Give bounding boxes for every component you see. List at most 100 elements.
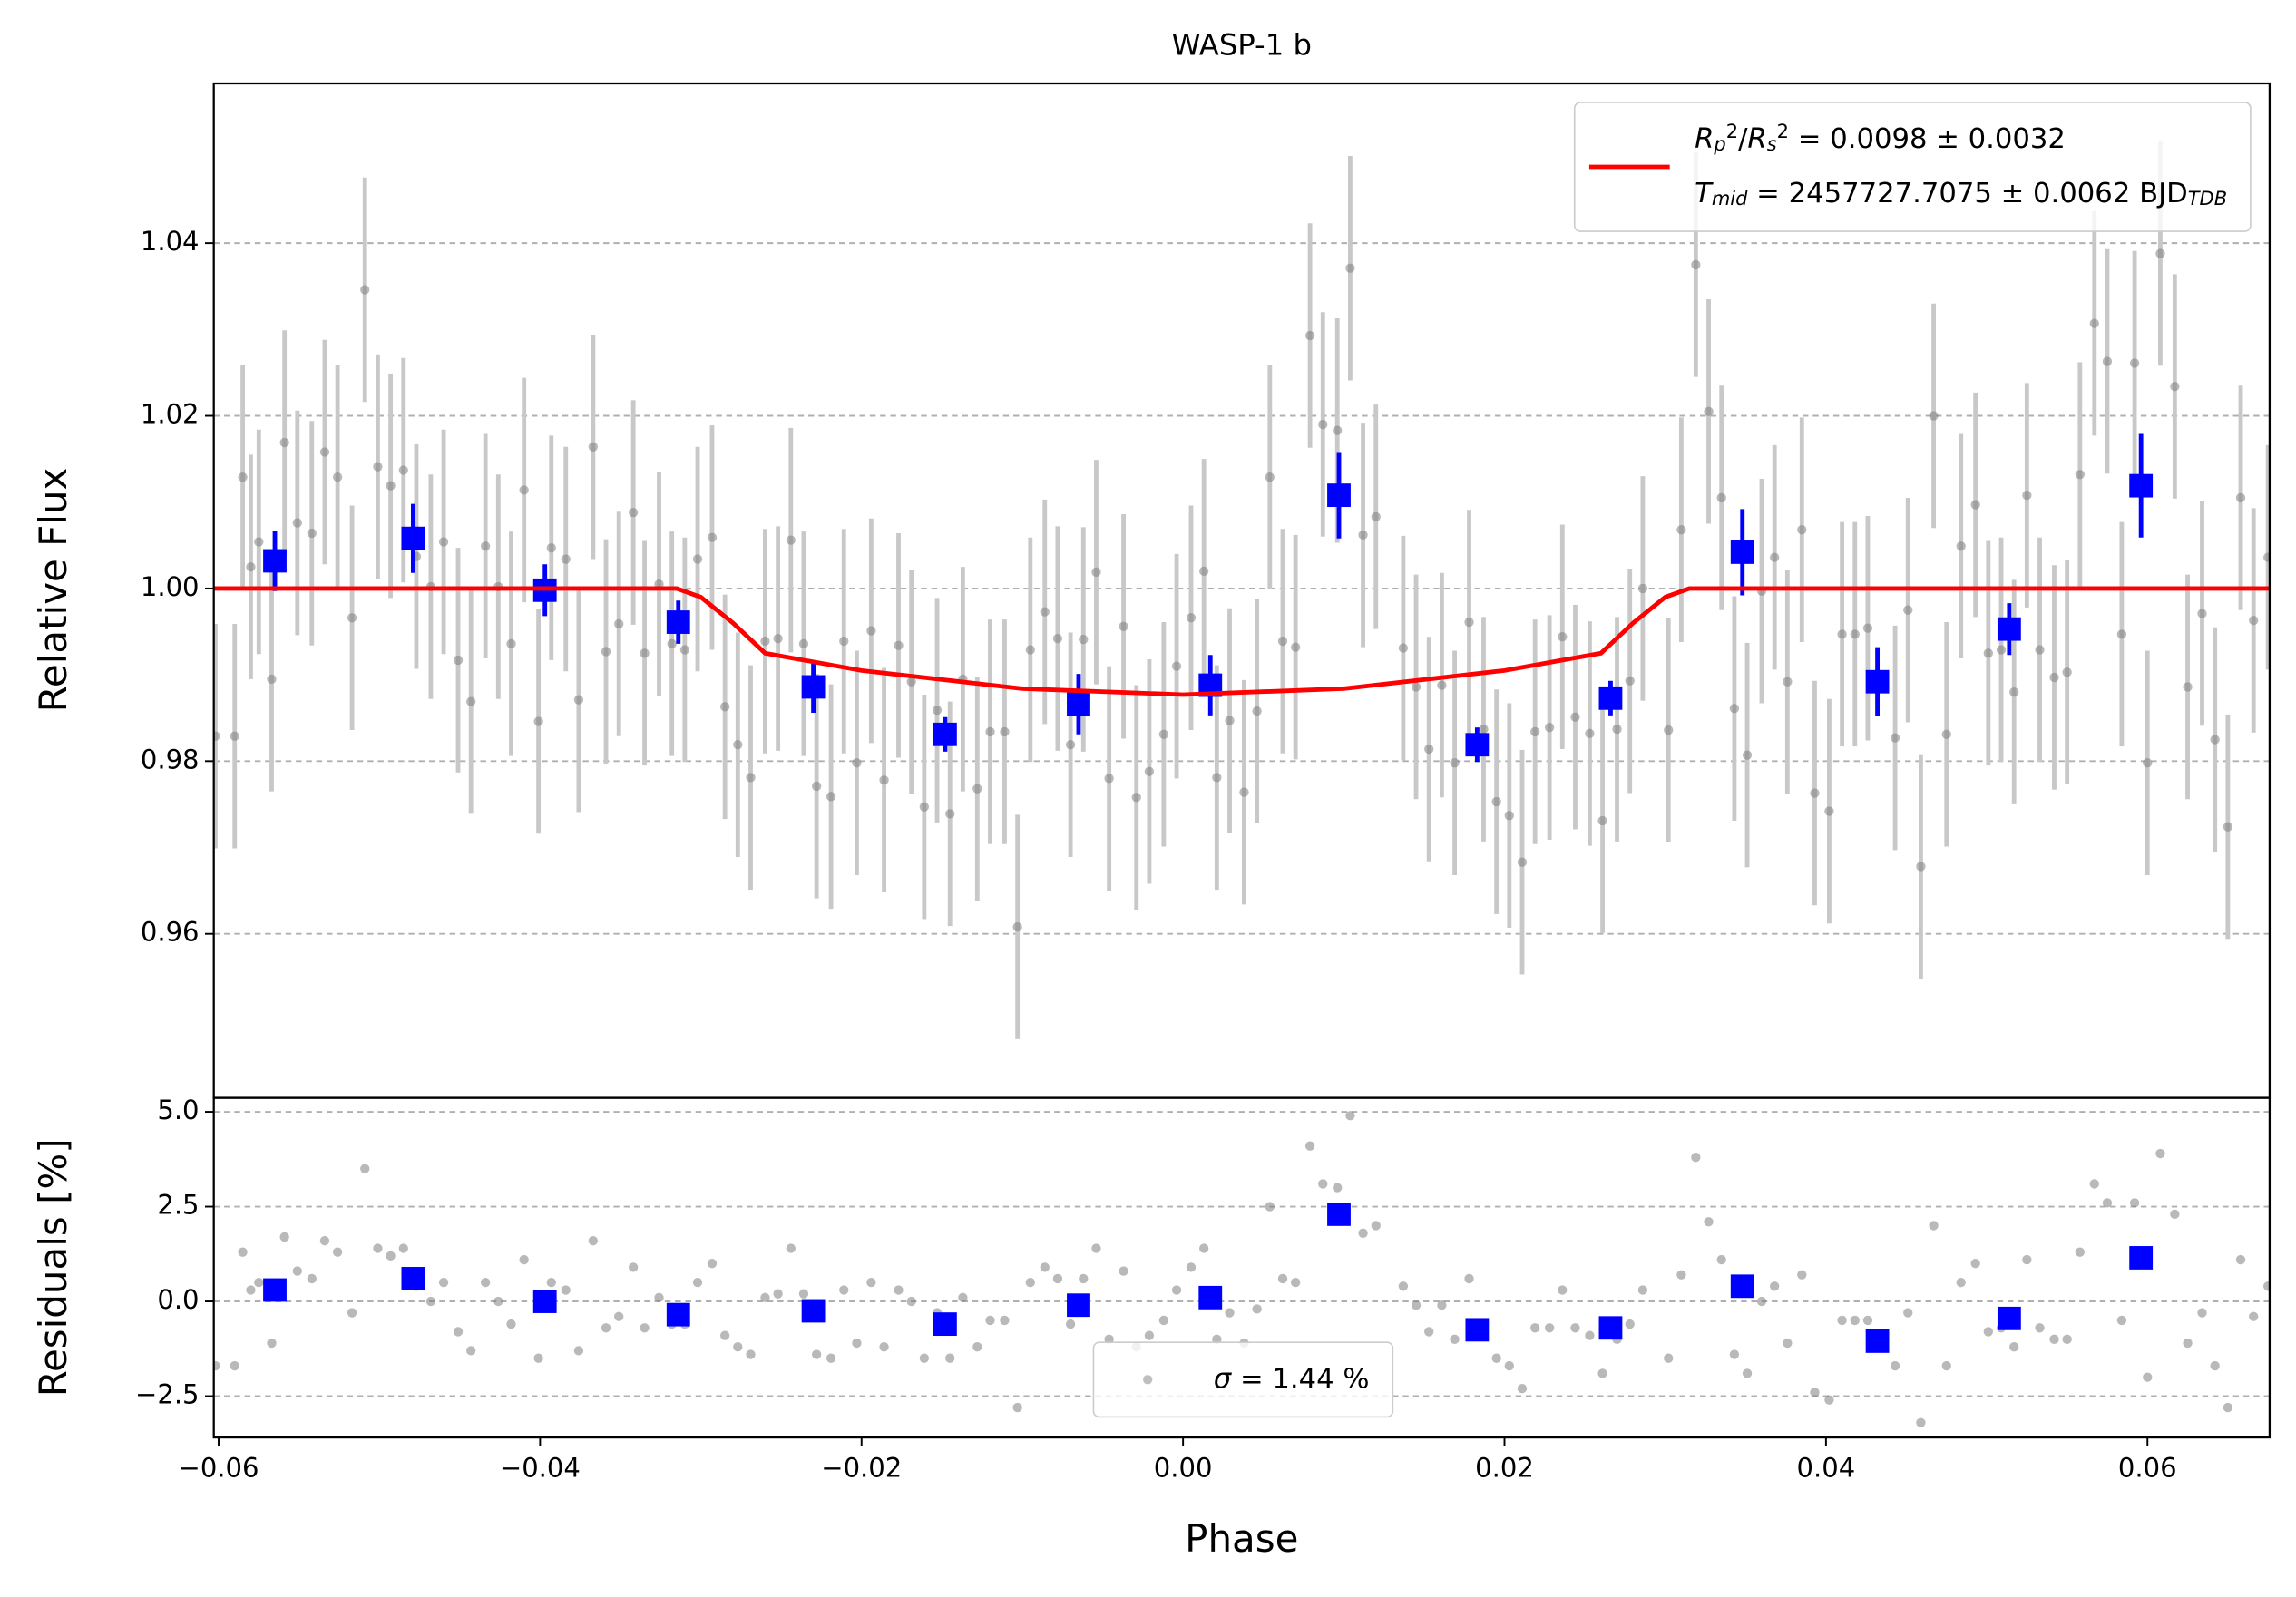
data-point [1716, 1254, 1726, 1265]
data-point [1916, 1417, 1926, 1427]
data-point [398, 465, 408, 475]
data-point [2022, 1254, 2032, 1265]
data-point [386, 481, 396, 491]
data-point [1040, 607, 1050, 617]
y-tick-label: 2.5 [157, 1190, 199, 1221]
data-point [1797, 525, 1807, 535]
binned-point [2129, 1246, 2154, 1270]
data-point [1729, 1349, 1740, 1359]
legend: σ = 1.44 % [1092, 1341, 1394, 1418]
x-tick-label: −0.04 [500, 1453, 581, 1484]
data-point [852, 758, 862, 768]
data-point [628, 1262, 639, 1272]
data-point [1664, 1353, 1674, 1363]
data-point [238, 1247, 248, 1257]
data-point [1691, 259, 1701, 270]
data-point [972, 784, 982, 794]
data-point [1956, 541, 1966, 551]
data-point [2009, 687, 2019, 697]
data-point [1186, 1262, 1197, 1272]
data-point [719, 702, 730, 712]
data-point [386, 1251, 396, 1261]
data-point [1212, 773, 1222, 783]
data-point [1239, 787, 1249, 797]
binned-point [1865, 1329, 1890, 1353]
data-point [546, 543, 556, 553]
data-point [719, 1330, 730, 1340]
data-point [2235, 492, 2246, 503]
data-point [786, 535, 796, 545]
data-point [1983, 1327, 1994, 1337]
chart-title: WASP-1 b [1172, 28, 1312, 63]
data-point [1025, 1277, 1035, 1288]
data-point [1530, 726, 1540, 737]
data-point [2035, 645, 2045, 655]
data-point [1783, 1338, 1793, 1349]
data-point [1318, 1179, 1328, 1189]
data-point [601, 1323, 611, 1333]
data-point [292, 518, 302, 528]
data-point [1612, 724, 1622, 735]
data-point [319, 1235, 330, 1246]
legend-label: σ = 1.44 % [1214, 1363, 1370, 1395]
data-point [1277, 636, 1288, 647]
data-point [438, 1277, 449, 1288]
data-point [254, 537, 264, 547]
binned-point [1730, 1274, 1754, 1299]
x-tick-label: −0.06 [179, 1453, 259, 1484]
data-point [733, 740, 743, 750]
data-point [1824, 1395, 1834, 1405]
legend-box [1092, 1341, 1394, 1418]
data-point [2143, 1372, 2153, 1382]
data-point [1770, 1281, 1780, 1291]
binned-point [263, 549, 287, 573]
data-point [1916, 862, 1926, 872]
legend-text: = 1.44 % [1231, 1363, 1369, 1395]
data-point [1371, 511, 1381, 522]
data-point [279, 1232, 289, 1242]
data-point [1025, 645, 1035, 655]
data-point [466, 696, 476, 706]
data-point [1558, 1285, 1568, 1295]
data-point [1837, 629, 1847, 639]
data-point [1491, 1353, 1501, 1363]
data-point [246, 561, 256, 572]
data-point [588, 1235, 599, 1246]
data-point [360, 1164, 370, 1173]
data-point [707, 532, 718, 542]
data-point [1000, 1315, 1010, 1326]
data-point [1479, 724, 1489, 735]
data-point [760, 636, 770, 647]
data-point [1691, 1153, 1701, 1163]
data-point [1585, 1330, 1595, 1340]
data-point [1304, 1141, 1315, 1151]
data-point [1941, 729, 1951, 739]
data-point [1783, 677, 1793, 687]
data-point [1517, 857, 1528, 867]
data-point [985, 726, 995, 737]
binned-point [1327, 1202, 1351, 1226]
binned-point [401, 526, 425, 550]
data-point [493, 1296, 503, 1307]
binned-point [1067, 1293, 1090, 1318]
data-point [2170, 1209, 2180, 1220]
data-point [919, 1353, 930, 1363]
data-point [425, 1296, 436, 1307]
data-point [373, 1243, 383, 1253]
data-point [1625, 1319, 1635, 1329]
data-point [640, 1323, 650, 1333]
y-tick-label: 1.00 [141, 571, 200, 602]
data-point [2062, 667, 2072, 677]
data-point [1144, 1330, 1155, 1340]
data-point [2235, 1254, 2246, 1265]
data-point [2049, 1334, 2059, 1344]
data-point [1065, 740, 1076, 750]
data-point [667, 638, 677, 649]
data-point [1171, 661, 1182, 671]
binned-point [1598, 1316, 1623, 1340]
data-point [1742, 750, 1753, 760]
data-point [1862, 1315, 1873, 1326]
legend-text: TDB [2188, 188, 2227, 209]
